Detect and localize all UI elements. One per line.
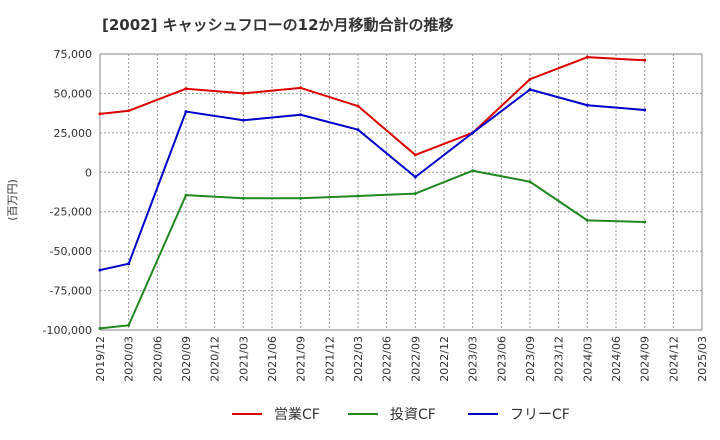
x-tick-label: 2019/12 xyxy=(94,336,107,382)
y-tick-label: 25,000 xyxy=(54,127,93,140)
data-point xyxy=(241,118,245,122)
y-tick-label: 50,000 xyxy=(54,87,93,100)
data-point xyxy=(471,169,475,173)
data-point xyxy=(528,87,532,91)
series-line-1 xyxy=(99,169,645,330)
x-tick-label: 2023/12 xyxy=(553,336,566,382)
plot-border xyxy=(99,53,703,331)
data-point xyxy=(413,175,417,179)
data-point xyxy=(127,262,131,266)
x-tick-label: 2020/12 xyxy=(209,336,222,382)
y-tick-label: 0 xyxy=(85,166,92,179)
x-tick-label: 2022/09 xyxy=(409,336,422,382)
data-point xyxy=(585,103,589,107)
data-point xyxy=(413,153,417,157)
legend-label-0: 営業CF xyxy=(274,407,320,423)
x-tick-label: 2021/06 xyxy=(266,336,279,382)
data-point xyxy=(643,58,647,62)
y-axis-label: (百万円) xyxy=(6,179,19,221)
x-tick-label: 2020/03 xyxy=(123,336,136,382)
x-tick-label: 2024/06 xyxy=(610,336,623,382)
y-tick-label: -25,000 xyxy=(50,206,92,219)
x-tick-label: 2021/12 xyxy=(323,336,336,382)
series-layer xyxy=(98,55,647,330)
x-tick-label: 2020/06 xyxy=(151,336,164,382)
data-point xyxy=(127,109,131,113)
data-point xyxy=(643,220,647,224)
x-tick-label: 2021/03 xyxy=(237,336,250,382)
x-tick-label: 2023/09 xyxy=(524,336,537,382)
series-line-2 xyxy=(99,88,645,272)
legend: 営業CF 投資CF フリーCF xyxy=(232,407,570,423)
axis-layer: 75,000 50,000 25,000 0 -25,000 -50,000 -75,000… xyxy=(6,48,709,382)
data-point xyxy=(98,268,102,272)
data-point xyxy=(528,77,532,81)
y-tick-label: -50,000 xyxy=(50,245,92,258)
data-point xyxy=(127,323,131,327)
data-point xyxy=(299,86,303,90)
x-tick-label: 2024/12 xyxy=(667,336,680,382)
data-point xyxy=(643,108,647,112)
x-tick-label: 2024/03 xyxy=(581,336,594,382)
data-point xyxy=(356,194,360,198)
legend-label-2: フリーCF xyxy=(510,407,570,423)
y-tick-label: 75,000 xyxy=(54,48,93,61)
data-point xyxy=(585,55,589,59)
x-tick-label: 2021/09 xyxy=(295,336,308,382)
data-point xyxy=(184,87,188,91)
data-point xyxy=(356,104,360,108)
x-tick-label: 2023/03 xyxy=(467,336,480,382)
x-tick-label: 2022/06 xyxy=(381,336,394,382)
data-point xyxy=(184,193,188,197)
x-tick-label: 2025/03 xyxy=(696,336,709,382)
chart-title: [2002] キャッシュフローの12か月移動合計の推移 xyxy=(102,16,454,34)
grid-layer xyxy=(99,53,703,331)
data-point xyxy=(299,113,303,117)
data-point xyxy=(528,180,532,184)
data-point xyxy=(413,192,417,196)
y-tick-label: -100,000 xyxy=(43,324,92,337)
data-point xyxy=(356,128,360,132)
y-tick-label: -75,000 xyxy=(50,285,92,298)
x-tick-label: 2022/12 xyxy=(438,336,451,382)
data-point xyxy=(471,131,475,135)
data-point xyxy=(184,110,188,114)
data-point xyxy=(98,326,102,330)
x-tick-label: 2020/09 xyxy=(180,336,193,382)
data-point xyxy=(98,112,102,116)
legend-label-1: 投資CF xyxy=(390,407,436,423)
data-point xyxy=(241,91,245,95)
data-point xyxy=(585,218,589,222)
data-point xyxy=(299,196,303,200)
x-tick-label: 2022/03 xyxy=(352,336,365,382)
x-tick-label: 2024/09 xyxy=(639,336,652,382)
x-tick-label: 2023/06 xyxy=(495,336,508,382)
data-point xyxy=(241,196,245,200)
